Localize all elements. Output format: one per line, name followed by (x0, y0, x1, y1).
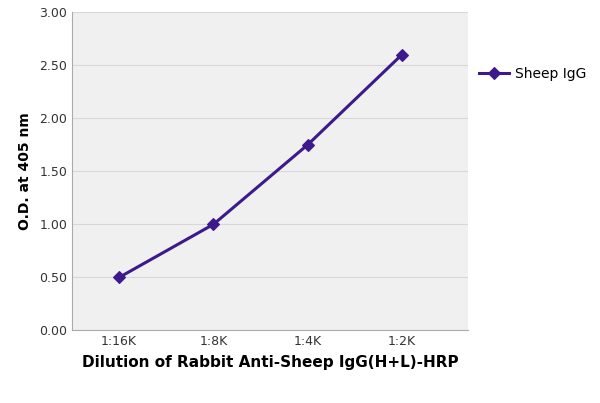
Sheep IgG (116, 275, 123, 280)
Legend: Sheep IgG: Sheep IgG (479, 67, 586, 81)
Line: Sheep IgG: Sheep IgG (115, 50, 406, 282)
Sheep IgG (398, 52, 406, 57)
X-axis label: Dilution of Rabbit Anti-Sheep IgG(H+L)-HRP: Dilution of Rabbit Anti-Sheep IgG(H+L)-H… (82, 355, 458, 370)
Y-axis label: O.D. at 405 nm: O.D. at 405 nm (18, 112, 32, 230)
Sheep IgG (304, 142, 311, 147)
Sheep IgG (210, 222, 217, 227)
